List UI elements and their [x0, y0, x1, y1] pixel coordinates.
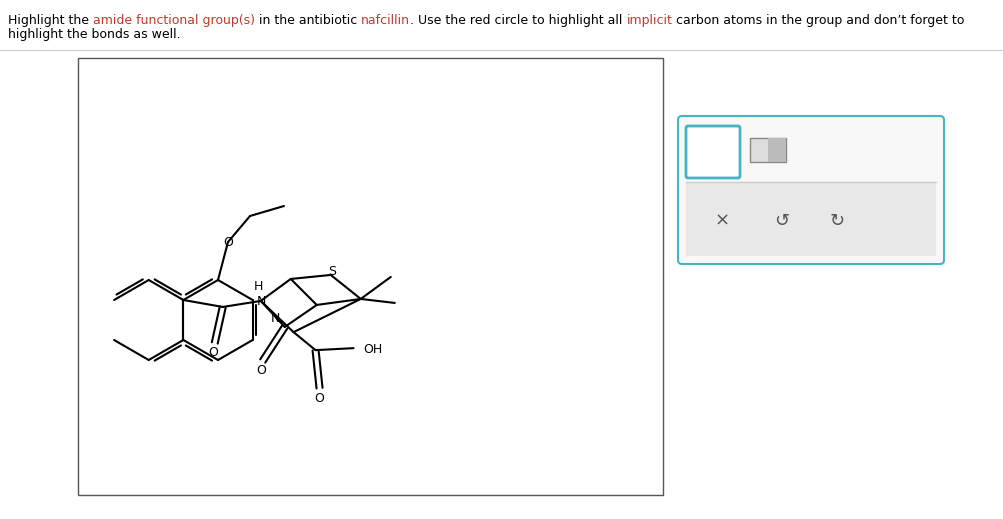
Text: nafcillin: nafcillin [361, 14, 410, 27]
FancyBboxPatch shape [677, 116, 943, 264]
Text: highlight the bonds as well.: highlight the bonds as well. [8, 28, 181, 41]
Text: ×: × [714, 212, 729, 230]
Text: implicit: implicit [626, 14, 672, 27]
Bar [78, 58, 662, 495]
Text: O: O [208, 347, 218, 360]
Text: ↺: ↺ [773, 212, 788, 230]
Text: H: H [254, 280, 263, 293]
Text: in the antibiotic: in the antibiotic [255, 14, 361, 27]
Text: carbon atoms in the group and don’t forget to: carbon atoms in the group and don’t forg… [672, 14, 964, 27]
Text: N: N [271, 312, 280, 325]
Text: N: N [257, 295, 266, 308]
Text: . Use the red circle to highlight all: . Use the red circle to highlight all [410, 14, 626, 27]
Text: O: O [314, 392, 324, 405]
Text: S: S [327, 265, 335, 279]
Bar [767, 138, 785, 162]
Text: ↻: ↻ [828, 212, 844, 230]
Text: O: O [223, 236, 233, 249]
Text: O: O [256, 364, 266, 377]
FancyBboxPatch shape [685, 126, 739, 178]
Text: OH: OH [363, 343, 382, 356]
Text: amide functional group(s): amide functional group(s) [93, 14, 255, 27]
Bar [749, 138, 785, 162]
Text: Highlight the: Highlight the [8, 14, 93, 27]
Bar [685, 183, 935, 256]
